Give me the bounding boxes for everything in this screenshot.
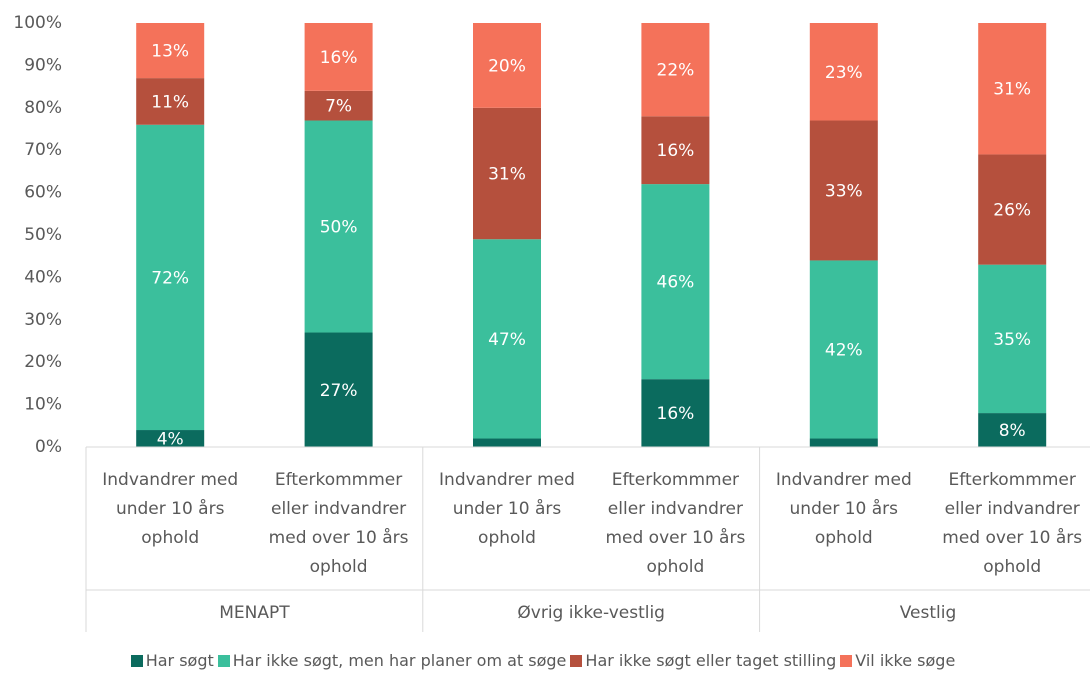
bar-segment (641, 379, 710, 447)
y-tick-label: 40% (24, 267, 62, 287)
group-label: Øvrig ikke-vestlig (517, 603, 665, 623)
y-tick-label: 20% (24, 352, 62, 372)
data-label: 26% (993, 201, 1031, 221)
legend: Har søgt Har ikke søgt, men har planer om… (0, 651, 1090, 670)
data-label: 20% (488, 56, 526, 76)
bar-segment (304, 120, 373, 333)
bar-segment (136, 78, 205, 125)
data-label: 16% (657, 404, 695, 424)
legend-item: Har søgt (130, 651, 214, 670)
bar-segment (809, 438, 878, 447)
legend-label: Vil ikke søge (855, 651, 956, 670)
y-tick-label: 30% (24, 310, 62, 330)
bar-segment (136, 23, 205, 79)
y-tick-label: 60% (24, 183, 62, 203)
data-label: 31% (488, 165, 526, 185)
bar-segment (641, 116, 710, 185)
y-tick-label: 100% (13, 13, 62, 33)
bar-segment (473, 23, 541, 108)
data-label: 16% (320, 48, 358, 68)
bar-segment (473, 107, 541, 240)
bar-segment (641, 23, 710, 117)
x-tick-label: Efterkommmer eller indvandrer med over 1… (942, 470, 1083, 577)
data-label: 27% (320, 381, 358, 401)
bar-segment (473, 239, 541, 439)
legend-item: Har ikke søgt eller taget stilling (570, 651, 836, 670)
legend-label: Har ikke søgt, men har planer om at søge (232, 651, 567, 670)
legend-item: Har ikke søgt, men har planer om at søge (217, 651, 567, 670)
legend-swatch (570, 654, 583, 667)
data-label: 42% (825, 340, 863, 360)
y-tick-label: 0% (35, 437, 62, 457)
data-label: 4% (157, 430, 184, 450)
data-label: 31% (993, 80, 1031, 100)
legend-swatch (217, 654, 230, 667)
data-label: 50% (320, 218, 358, 238)
y-tick-label: 10% (24, 395, 62, 415)
legend-label: Har ikke søgt eller taget stilling (585, 651, 837, 670)
x-tick-label: Indvandrer med under 10 års ophold (102, 470, 239, 548)
data-label: 23% (825, 63, 863, 83)
bar-segment (473, 438, 541, 447)
data-label: 72% (151, 268, 189, 288)
x-tick-label: Indvandrer med under 10 års ophold (775, 470, 912, 548)
bar-segment (978, 23, 1047, 155)
x-tick-label: Efterkommmer eller indvandrer med over 1… (605, 470, 746, 577)
bar-segment (809, 120, 878, 261)
data-label: 7% (325, 97, 352, 117)
bar-segment (978, 264, 1047, 414)
y-tick-label: 70% (24, 140, 62, 160)
bar-segment (641, 184, 710, 380)
group-label: Vestlig (900, 603, 957, 623)
legend-swatch (130, 654, 143, 667)
bar-segment (136, 430, 205, 447)
legend-swatch (840, 654, 853, 667)
legend-item: Vil ikke søge (840, 651, 955, 670)
bar-segment (809, 23, 878, 121)
data-label: 35% (993, 330, 1031, 350)
x-tick-label: Efterkommmer eller indvandrer med over 1… (268, 470, 409, 577)
data-label: 8% (999, 421, 1026, 441)
data-label: 22% (657, 61, 695, 81)
bar-segment (304, 23, 373, 91)
y-tick-label: 50% (24, 225, 62, 245)
legend-label: Har søgt (145, 651, 214, 670)
data-label: 33% (825, 181, 863, 201)
bar-segment (978, 154, 1047, 265)
data-label: 13% (151, 42, 189, 62)
data-label: 16% (657, 141, 695, 161)
bar-segment (978, 413, 1047, 447)
bar-segment (809, 260, 878, 439)
y-tick-label: 80% (24, 98, 62, 118)
x-tick-label: Indvandrer med under 10 års ophold (439, 470, 575, 548)
bar-segment (304, 90, 373, 121)
data-label: 46% (657, 273, 695, 293)
y-tick-label: 90% (24, 55, 62, 75)
data-label: 47% (488, 330, 526, 350)
group-label: MENAPT (219, 603, 290, 623)
data-label: 11% (151, 92, 189, 112)
bar-segment (304, 332, 373, 447)
bar-segment (136, 124, 205, 431)
